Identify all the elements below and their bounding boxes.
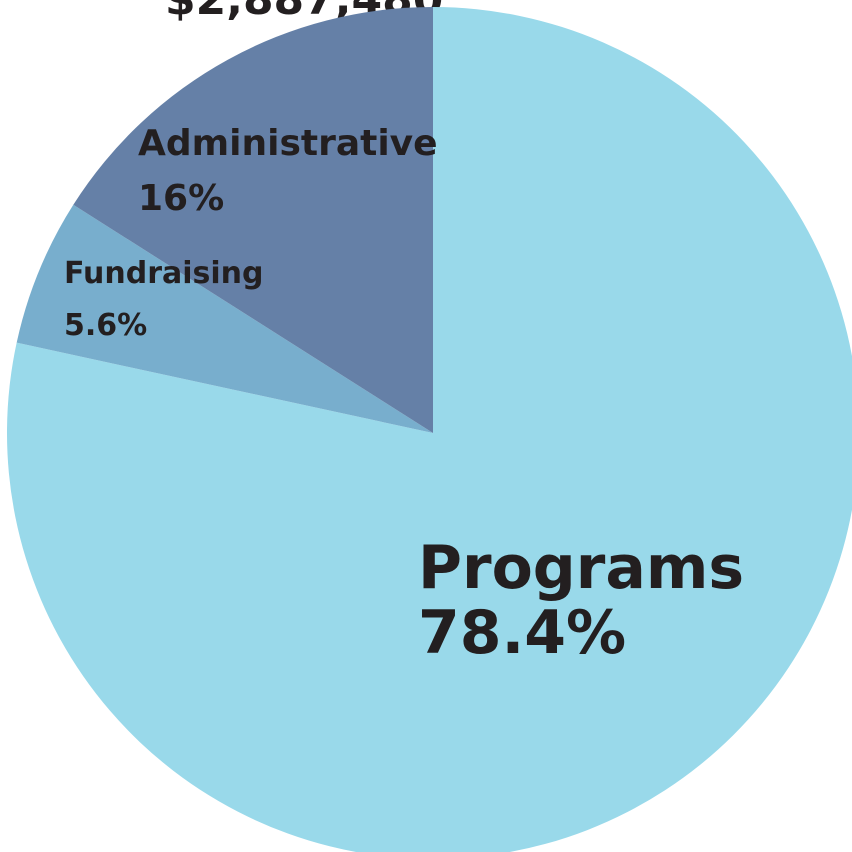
pie-slice-fundraising [16,204,434,433]
slice-label-fundraising: Fundraising [64,256,263,291]
pie-slice-administrative [73,7,433,433]
slice-value-programs: 78.4% [418,598,626,668]
slice-label-administrative: Administrative [138,123,438,164]
slice-value-administrative: 16% [138,178,224,219]
pie-slice-programs [7,7,852,852]
pie-slices [7,7,852,852]
slice-value-fundraising: 5.6% [64,308,147,343]
slice-label-programs: Programs [418,533,744,603]
